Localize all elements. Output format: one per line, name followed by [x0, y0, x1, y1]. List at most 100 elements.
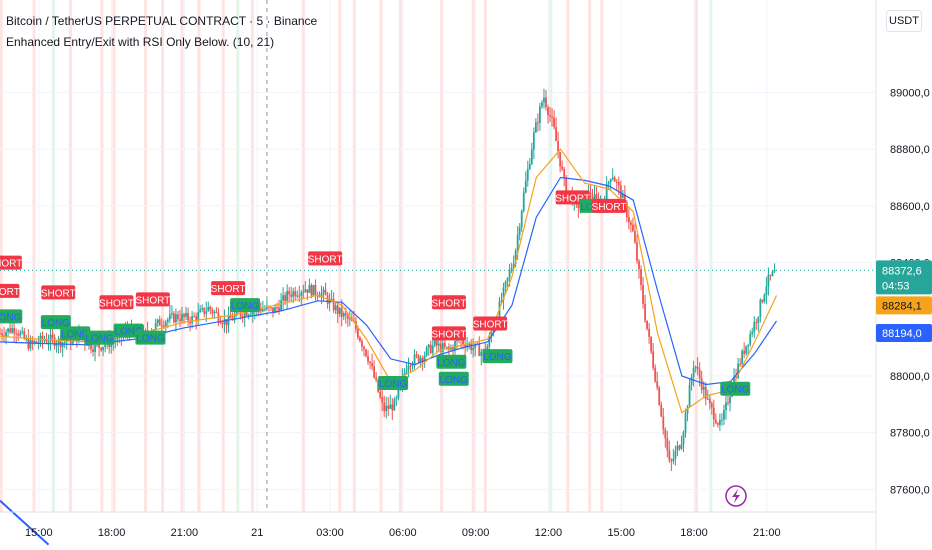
candle-body — [470, 343, 473, 351]
ma-fast-line — [0, 148, 778, 414]
short-signal-label: SHORT — [432, 298, 467, 309]
ma-slow-tag — [876, 323, 932, 342]
candle-body — [195, 316, 198, 321]
candle-body — [706, 398, 709, 400]
candle-body — [652, 351, 655, 368]
candle-body — [365, 349, 367, 356]
moving-averages — [0, 148, 778, 546]
ma-fast-tag — [876, 296, 932, 315]
bg-band — [709, 0, 713, 512]
bg-band — [236, 0, 240, 512]
candle-body — [506, 277, 509, 282]
bg-band — [398, 0, 402, 512]
candle-body — [247, 314, 250, 317]
indicator-title[interactable]: Enhanced Entry/Exit with RSI Only Below.… — [6, 35, 275, 49]
bg-band — [352, 0, 356, 512]
candle-body — [729, 396, 731, 404]
candle-body — [47, 342, 50, 344]
signal-label-bg — [592, 198, 627, 213]
candle-body — [710, 403, 713, 408]
candle-body — [541, 102, 543, 107]
candle-body — [522, 192, 525, 211]
candle-body — [747, 344, 750, 346]
candle-body — [474, 343, 477, 348]
candle-body — [348, 318, 351, 320]
candle-body — [462, 339, 464, 345]
candle-body — [168, 314, 171, 320]
candle-body — [623, 194, 626, 203]
candle-body — [314, 284, 317, 295]
candle-body — [310, 285, 313, 296]
candle-body — [543, 97, 545, 103]
candle-body — [185, 312, 187, 317]
candle-body — [490, 332, 493, 337]
short-signal-label: SHORT — [0, 259, 22, 270]
candle-body — [381, 397, 384, 403]
candle-body — [431, 345, 434, 354]
candle-body — [617, 182, 620, 186]
candle-body — [160, 325, 163, 327]
candle-body — [674, 451, 677, 459]
x-tick-label: 03:00 — [316, 527, 344, 539]
candle-body — [741, 350, 744, 364]
symbol-title[interactable]: Bitcoin / TetherUS PERPETUAL CONTRACT · … — [6, 14, 318, 28]
candle-body — [512, 264, 515, 268]
candle-body — [17, 333, 20, 336]
candle-body — [609, 179, 612, 183]
candle-body — [771, 271, 774, 276]
candle-body — [298, 295, 301, 297]
candle-body — [721, 419, 723, 421]
candle-body — [261, 309, 264, 312]
candle-body — [43, 340, 46, 342]
x-tick-label: 09:00 — [462, 527, 490, 539]
candle-body — [5, 332, 7, 337]
candle-body — [708, 398, 711, 404]
candle-body — [304, 289, 307, 292]
x-tick-label: 21 — [251, 527, 263, 539]
candle-body — [553, 117, 555, 128]
candle-body — [239, 312, 242, 317]
candle-body — [282, 295, 285, 301]
bg-band — [549, 0, 553, 512]
candle-body — [557, 140, 560, 152]
candle-body — [369, 361, 371, 364]
candle-body — [100, 347, 103, 351]
candle-body — [504, 281, 507, 288]
candle-body — [61, 342, 64, 348]
candle-body — [94, 344, 96, 352]
ma-fast-price-label: 88284,1 — [882, 300, 922, 312]
signal-label-bg — [41, 285, 76, 300]
candle-body — [332, 298, 335, 311]
candle-body — [413, 354, 416, 365]
signal-label-bg — [135, 292, 170, 307]
candle-body — [688, 384, 691, 407]
candle-body — [751, 331, 754, 334]
signal-label-bg — [0, 283, 20, 298]
candle-body — [201, 307, 204, 310]
short-signal-label: SHORT — [592, 202, 627, 213]
signal-label-bg — [378, 376, 409, 391]
candle-body — [425, 347, 428, 356]
candle-body — [712, 407, 715, 420]
candle-body — [336, 305, 339, 314]
candle-body — [723, 410, 725, 420]
long-signal-label: LONG — [437, 358, 466, 369]
candle-body — [664, 429, 667, 439]
long-signal-label: LONG — [85, 334, 114, 345]
candle-body — [346, 315, 349, 319]
short-signal-label: SHORT — [135, 295, 170, 306]
candle-body — [175, 314, 177, 323]
candle-body — [761, 299, 764, 302]
candle-body — [634, 231, 636, 243]
candle-body — [627, 217, 630, 223]
candle-body — [621, 194, 624, 199]
candle-body — [322, 289, 325, 293]
candle-body — [759, 299, 762, 317]
candle-body — [53, 337, 56, 346]
candle-body — [211, 309, 214, 314]
candle-body — [243, 311, 246, 318]
candle-body — [164, 321, 167, 327]
currency-button[interactable]: USDT — [886, 10, 922, 32]
candle-body — [702, 386, 705, 390]
